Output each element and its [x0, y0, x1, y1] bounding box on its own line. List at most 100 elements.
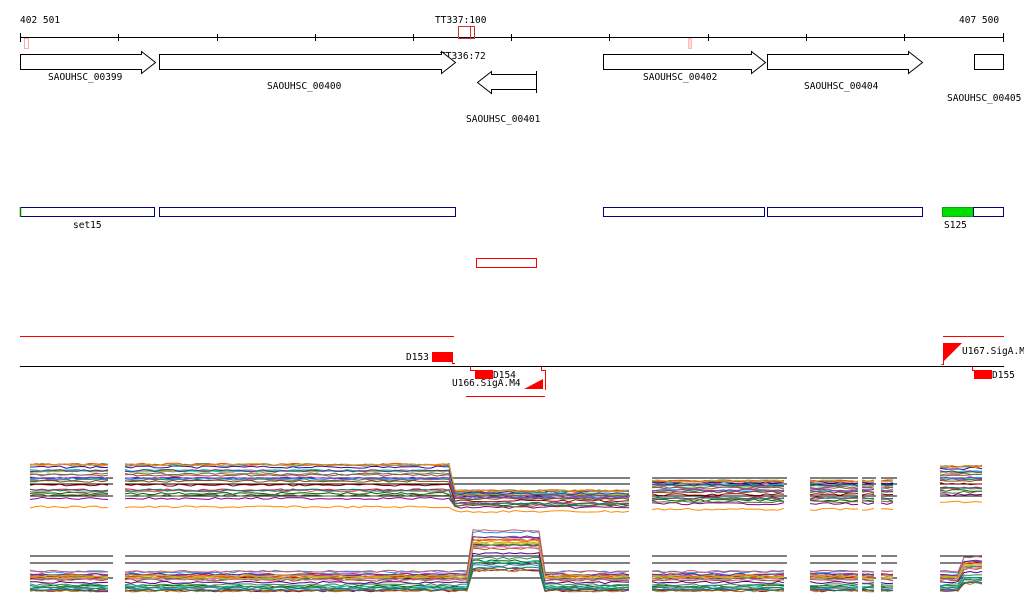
expression-profile-line: [125, 542, 630, 580]
expression-profile-line: [809, 497, 859, 501]
gene-arrow-saouhsc-00405[interactable]: [974, 54, 1004, 70]
expression-profile-line: [809, 569, 859, 573]
expression-profile-line: [29, 491, 109, 496]
gene-track: SAOUHSC_00399 SAOUHSC_00400 SAOUHSC_0040…: [20, 50, 1021, 125]
expression-profile-line: [809, 586, 858, 589]
expression-profile-line: [880, 489, 894, 492]
expression-profile-line: [939, 478, 983, 481]
expression-profile-line: [861, 497, 875, 500]
expression-profile-line: [880, 570, 894, 572]
expression-profile-line: [29, 493, 108, 497]
promoter-u167[interactable]: [943, 343, 962, 362]
expression-profile-line: [861, 573, 875, 576]
terminator-tt337[interactable]: [458, 26, 471, 39]
transcript-label-u166: U166.SigA.M4: [452, 378, 521, 389]
expression-profile-line: [880, 483, 894, 486]
expression-profile-line: [810, 572, 858, 576]
expression-profile-line: [809, 490, 858, 494]
expression-profile-line: [124, 562, 630, 590]
expression-profile-line: [939, 555, 983, 573]
expression-profile-line: [29, 580, 109, 585]
expression-panel-lower: [29, 529, 983, 593]
terminator-tt336-label: TT336:72: [440, 51, 486, 62]
terminator-tt336[interactable]: [470, 26, 475, 39]
transcript-label-d153: D153: [406, 352, 429, 363]
expression-profile-line: [809, 578, 859, 581]
gene-arrow-saouhsc-00399[interactable]: [20, 50, 157, 75]
operon-block[interactable]: [20, 207, 155, 217]
expression-profile-line: [30, 479, 109, 483]
operon-highlight-s125[interactable]: [942, 207, 974, 217]
expression-profile-line: [809, 507, 859, 511]
expression-profile-line: [861, 583, 875, 586]
expression-profile-line: [124, 472, 630, 497]
operon-block[interactable]: [603, 207, 765, 217]
promoter-u166[interactable]: [524, 379, 543, 389]
gene-arrow-saouhsc-00404[interactable]: [767, 50, 924, 75]
expression-profile-line: [939, 581, 983, 591]
transcript-label-u167: U167.SigA.M: [962, 346, 1024, 357]
expression-profile-line: [939, 576, 983, 588]
expression-profile-line: [651, 488, 785, 493]
expression-profile-line: [29, 472, 109, 476]
expression-profile-line: [124, 476, 630, 499]
transcript-track: D153 D154 U166.SigA.M4 U167.SigA.M D155: [20, 336, 1024, 397]
expression-profile-line: [124, 567, 629, 592]
expression-profile-line: [939, 486, 983, 490]
expression-profile-line: [809, 488, 859, 492]
transcript-d154[interactable]: [475, 370, 493, 379]
terminator-track: TT337:100 TT336:72: [24, 15, 692, 62]
expression-profile-line: [939, 476, 983, 480]
expression-profile-line: [939, 465, 983, 469]
expression-profile-line: [124, 538, 630, 578]
expression-profile-line: [861, 485, 875, 489]
expression-profile-line: [124, 488, 630, 505]
expression-profile-line: [939, 574, 983, 587]
expression-profile-line: [861, 588, 875, 591]
expression-profile-line: [809, 581, 859, 585]
operon-block[interactable]: [973, 207, 1004, 217]
terminator-mark[interactable]: [24, 38, 29, 49]
expression-profile-line: [809, 483, 859, 487]
operon-block[interactable]: [767, 207, 923, 217]
expression-profile-line: [939, 578, 983, 589]
expression-profile-line: [861, 578, 875, 582]
expression-profile-line: [651, 577, 785, 582]
expression-profile-line: [29, 469, 109, 473]
transcript-d155[interactable]: [974, 370, 992, 379]
expression-profile-line: [809, 493, 859, 496]
expression-profile-line: [124, 538, 630, 578]
expression-profile-line: [939, 564, 983, 579]
expression-profile-line: [29, 496, 109, 500]
gene-arrow-saouhsc-00401[interactable]: [476, 70, 537, 95]
expression-profile-line: [651, 574, 785, 578]
expression-profile-line: [939, 490, 983, 494]
expression-profile-line: [880, 582, 894, 585]
expression-profile-line: [809, 583, 859, 587]
feature-region-box[interactable]: [476, 258, 537, 268]
operon-label-set15: set15: [73, 220, 102, 231]
gene-arrow-saouhsc-00402[interactable]: [603, 50, 767, 75]
terminator-mark[interactable]: [688, 38, 692, 49]
operon-block[interactable]: [159, 207, 456, 217]
expression-profile-line: [880, 587, 894, 590]
expression-profile-line: [651, 488, 785, 492]
expression-profile-line: [652, 585, 785, 589]
expression-profile-line: [880, 479, 894, 482]
expression-profile-line: [861, 582, 875, 584]
expression-profile-line: [861, 481, 875, 484]
expression-profile-line: [880, 586, 894, 589]
expression-profile-line: [651, 583, 785, 587]
expression-profile-line: [651, 572, 785, 576]
expression-profile-line: [29, 583, 109, 587]
transcript-d153[interactable]: [432, 352, 452, 362]
expression-profile-line: [124, 566, 630, 592]
expression-profile-line: [809, 479, 859, 483]
expression-profile-line: [861, 577, 875, 580]
gene-arrow-saouhsc-00400[interactable]: [159, 50, 457, 75]
expression-profile-line: [880, 589, 894, 591]
expression-profile-line: [29, 572, 109, 576]
expression-profile-line: [939, 482, 983, 486]
expression-profile-line: [939, 489, 983, 492]
